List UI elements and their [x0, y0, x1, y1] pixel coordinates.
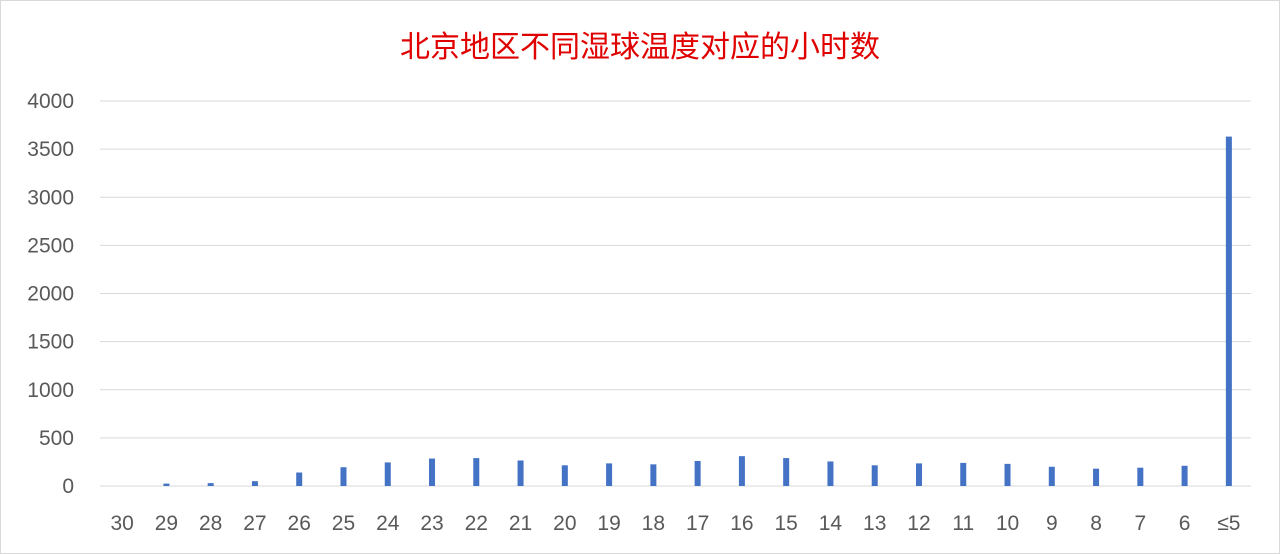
y-tick-label: 0 — [62, 475, 74, 498]
x-tick-label: 24 — [376, 512, 400, 535]
bar — [1225, 136, 1232, 487]
x-axis-ticks: 30 29 28 27 26 25 24 23 22 21 20 19 18 17 16 15 14 13 12 11… — [110, 512, 1240, 535]
bar — [384, 462, 391, 486]
bar — [296, 472, 303, 486]
x-tick-label: 20 — [553, 512, 576, 535]
bar — [827, 461, 834, 486]
y-tick-label: 2500 — [27, 234, 74, 257]
bar — [915, 463, 922, 486]
y-tick-label: 3500 — [27, 138, 74, 161]
x-tick-label: 6 — [1179, 512, 1191, 535]
x-tick-label: 25 — [332, 512, 355, 535]
bar — [517, 460, 524, 486]
bar — [650, 464, 657, 486]
bar — [960, 462, 967, 486]
y-tick-label: 3000 — [27, 186, 74, 209]
bar — [871, 465, 878, 486]
x-tick-label: 22 — [465, 512, 488, 535]
bar — [207, 483, 214, 486]
x-tick-label: 13 — [863, 512, 886, 535]
x-tick-label: 21 — [509, 512, 532, 535]
x-tick-label: 26 — [288, 512, 311, 535]
x-tick-label: 11 — [952, 512, 974, 535]
bar — [1048, 466, 1055, 486]
x-tick-label: 16 — [730, 512, 753, 535]
bar — [783, 458, 790, 486]
x-tick-label: 17 — [686, 512, 709, 535]
bar — [251, 481, 258, 486]
y-tick-label: 4000 — [27, 90, 74, 113]
x-tick-label: 27 — [243, 512, 266, 535]
x-tick-label: 18 — [642, 512, 665, 535]
bar — [694, 460, 701, 486]
x-tick-label: 8 — [1090, 512, 1102, 535]
bar — [1004, 463, 1011, 486]
x-tick-label: 9 — [1046, 512, 1058, 535]
chart-title: 北京地区不同湿球温度对应的小时数 — [400, 30, 880, 65]
x-tick-label: 15 — [774, 512, 797, 535]
x-tick-label: 30 — [110, 512, 133, 535]
bar — [606, 463, 613, 486]
x-tick-label: 10 — [996, 512, 1019, 535]
bar — [429, 458, 436, 486]
bar — [1137, 467, 1144, 486]
bars — [163, 136, 1232, 487]
bar — [738, 456, 745, 486]
x-tick-label: 28 — [199, 512, 222, 535]
x-tick-label: 29 — [155, 512, 178, 535]
bar — [561, 465, 568, 486]
bar — [340, 467, 347, 486]
x-tick-label: 14 — [819, 512, 843, 535]
x-tick-label: 19 — [597, 512, 620, 535]
bar — [1181, 465, 1188, 486]
x-tick-label: 12 — [907, 512, 930, 535]
y-tick-label: 2000 — [27, 283, 74, 306]
bar — [1093, 468, 1100, 486]
x-tick-label: 23 — [420, 512, 443, 535]
y-tick-label: 1500 — [27, 331, 74, 354]
bar — [473, 458, 480, 486]
y-tick-label: 500 — [39, 427, 74, 450]
gridlines — [100, 100, 1251, 487]
x-tick-label: 7 — [1134, 512, 1146, 535]
x-tick-label: ≤5 — [1217, 512, 1240, 535]
y-axis-ticks: 0 500 1000 1500 2000 2500 3000 3500 4000 — [27, 90, 74, 498]
bar — [163, 483, 170, 486]
y-tick-label: 1000 — [27, 379, 74, 402]
